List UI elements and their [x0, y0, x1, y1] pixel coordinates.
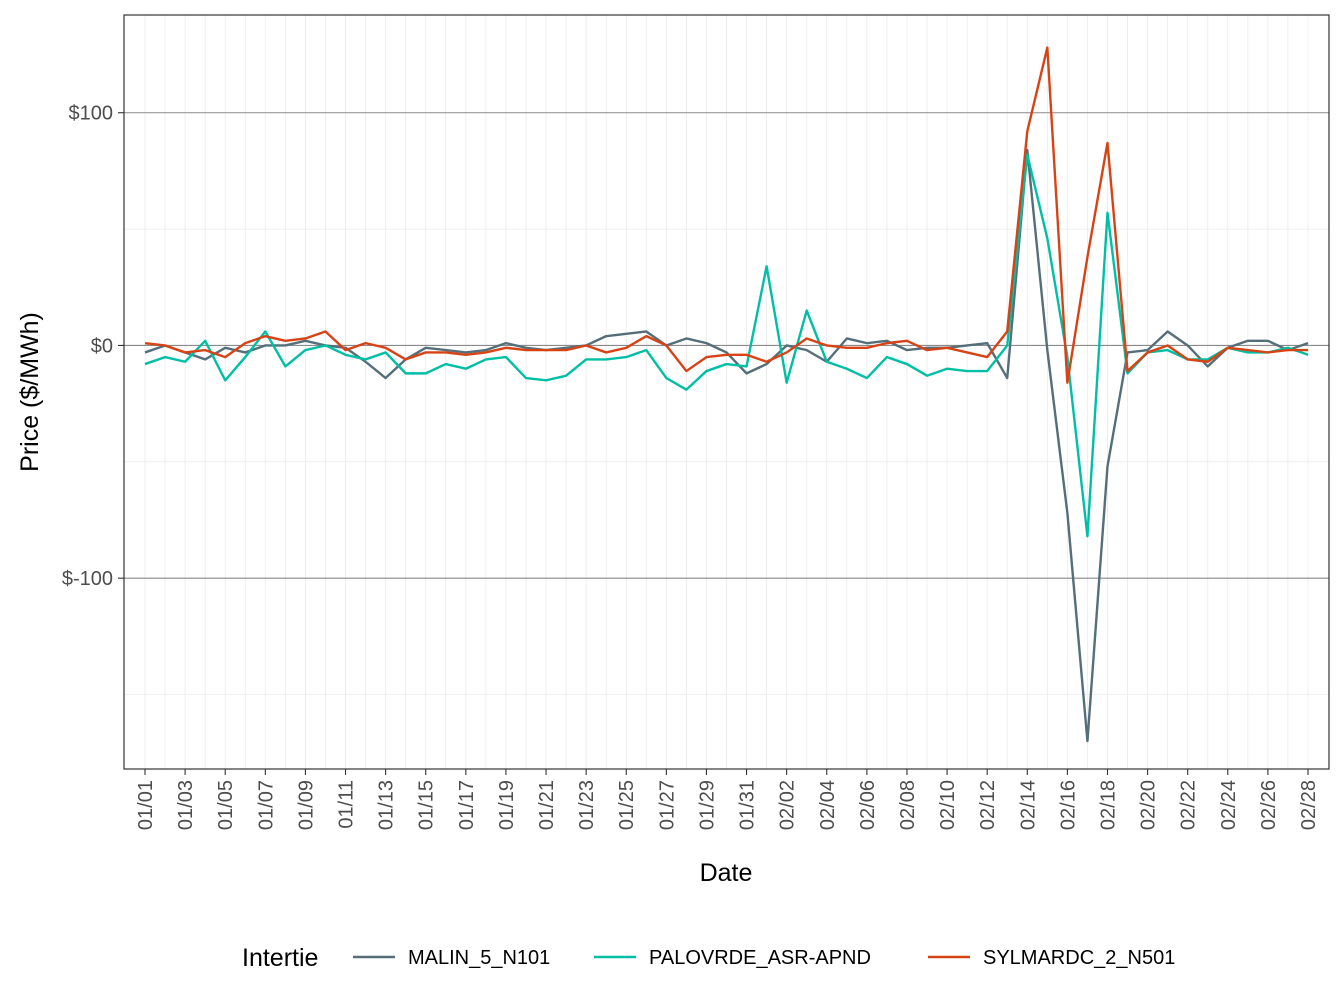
- x-tick-label: 01/29: [696, 780, 718, 830]
- series-line-sylmardc-2-n501: [144, 46, 1308, 384]
- x-tick-label: 01/17: [456, 780, 478, 830]
- x-tick-label: 02/08: [897, 780, 919, 830]
- minor-gridlines: [124, 15, 1329, 769]
- x-tick-label: 01/23: [576, 780, 598, 830]
- legend-label: PALOVRDE_ASR-APND: [649, 947, 871, 969]
- x-tick-label: 01/15: [416, 780, 438, 830]
- y-tick-label: $100: [69, 103, 114, 125]
- legend-title: Intertie: [242, 944, 318, 972]
- x-tick-label: 02/10: [937, 780, 959, 830]
- panel-border: [123, 14, 1330, 770]
- x-axis: 01/01 01/03 01/05 01/07 01/09 01/11 01/13 01/15…: [135, 769, 1320, 830]
- x-tick-label: 02/16: [1057, 780, 1079, 830]
- x-tick-label: 02/18: [1097, 780, 1119, 830]
- x-tick-label: 01/19: [496, 780, 518, 830]
- legend-label: MALIN_5_N101: [408, 947, 550, 969]
- series-line-malin-5-n101: [144, 148, 1309, 743]
- x-tick-label: 01/21: [536, 780, 558, 830]
- x-tick-label: 01/03: [175, 780, 197, 830]
- x-tick-label: 01/25: [616, 780, 638, 830]
- y-axis: $-100 $0 $100: [62, 103, 124, 590]
- y-axis-title: Price ($/MWh): [16, 312, 44, 472]
- x-axis-title: Date: [700, 859, 753, 887]
- x-tick-label: 02/24: [1218, 780, 1240, 830]
- x-tick-label: 02/06: [857, 780, 879, 830]
- x-tick-label: 02/28: [1298, 780, 1320, 830]
- series-lines: [144, 46, 1309, 743]
- x-tick-label: 01/11: [336, 780, 358, 829]
- x-tick-label: 01/07: [255, 780, 277, 830]
- x-tick-label: 02/14: [1017, 780, 1039, 830]
- x-tick-label: 02/22: [1178, 780, 1200, 830]
- x-tick-label: 01/01: [135, 780, 157, 830]
- legend-label: SYLMARDC_2_N501: [983, 947, 1175, 969]
- x-tick-label: 01/05: [215, 780, 237, 830]
- x-tick-label: 02/26: [1258, 780, 1280, 830]
- x-tick-label: 02/20: [1138, 780, 1160, 830]
- x-tick-label: 01/13: [376, 780, 398, 830]
- x-tick-label: 02/04: [817, 780, 839, 830]
- x-tick-label: 01/27: [656, 780, 678, 830]
- legend: Intertie MALIN_5_N101 PALOVRDE_ASR-APND SY…: [242, 944, 1175, 972]
- x-tick-label: 01/31: [737, 780, 759, 830]
- x-tick-label: 01/09: [295, 780, 317, 830]
- y-tick-label: $0: [91, 335, 113, 357]
- y-tick-label: $-100: [62, 568, 113, 590]
- series-line-palovrde-asr-apnd: [144, 153, 1309, 538]
- x-tick-label: 02/02: [777, 780, 799, 830]
- x-tick-label: 02/12: [977, 780, 999, 830]
